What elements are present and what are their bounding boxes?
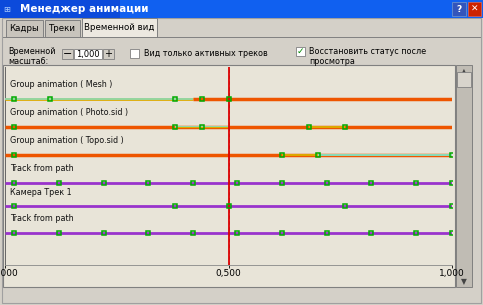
Bar bbox=[130, 49, 139, 58]
Bar bbox=[45, 20, 80, 37]
Bar bbox=[468, 2, 481, 16]
Bar bbox=[296, 47, 305, 56]
Text: ✓: ✓ bbox=[297, 47, 304, 56]
Text: ✕: ✕ bbox=[471, 5, 478, 13]
Bar bbox=[62, 49, 73, 59]
Bar bbox=[3, 65, 455, 287]
Text: Track from path: Track from path bbox=[10, 164, 73, 173]
Text: +: + bbox=[104, 49, 113, 59]
Text: 1,000: 1,000 bbox=[76, 49, 100, 59]
Text: Group animation ( Photo.sid ): Group animation ( Photo.sid ) bbox=[10, 108, 128, 117]
Text: Track from path: Track from path bbox=[10, 214, 73, 223]
Text: Восстановить статус после
просмотра: Восстановить статус после просмотра bbox=[309, 47, 426, 66]
Text: −: − bbox=[63, 49, 72, 59]
Text: ▲: ▲ bbox=[461, 67, 467, 77]
Text: Кадры: Кадры bbox=[10, 24, 40, 33]
Bar bbox=[456, 65, 472, 287]
Text: Треки: Треки bbox=[49, 24, 76, 33]
Bar bbox=[0, 0, 120, 18]
Text: ⊞: ⊞ bbox=[3, 5, 11, 13]
Bar bbox=[452, 2, 466, 16]
Text: ▼: ▼ bbox=[461, 278, 467, 286]
Text: Временной вид: Временной вид bbox=[84, 23, 155, 32]
Bar bbox=[457, 72, 471, 87]
Text: ?: ? bbox=[456, 5, 462, 13]
Text: Менеджер анимации: Менеджер анимации bbox=[20, 4, 148, 14]
Bar bbox=[6, 20, 43, 37]
Bar bbox=[74, 49, 102, 59]
Text: Group animation ( Mesh ): Group animation ( Mesh ) bbox=[10, 80, 112, 89]
Text: Временной
масштаб:: Временной масштаб: bbox=[8, 47, 56, 66]
Text: Камера Трек 1: Камера Трек 1 bbox=[10, 188, 71, 196]
Bar bbox=[0, 0, 483, 18]
Bar bbox=[82, 18, 157, 37]
Text: Group animation ( Topo.sid ): Group animation ( Topo.sid ) bbox=[10, 136, 124, 145]
Bar bbox=[103, 49, 114, 59]
Text: Вид только активных треков: Вид только активных треков bbox=[144, 49, 268, 58]
